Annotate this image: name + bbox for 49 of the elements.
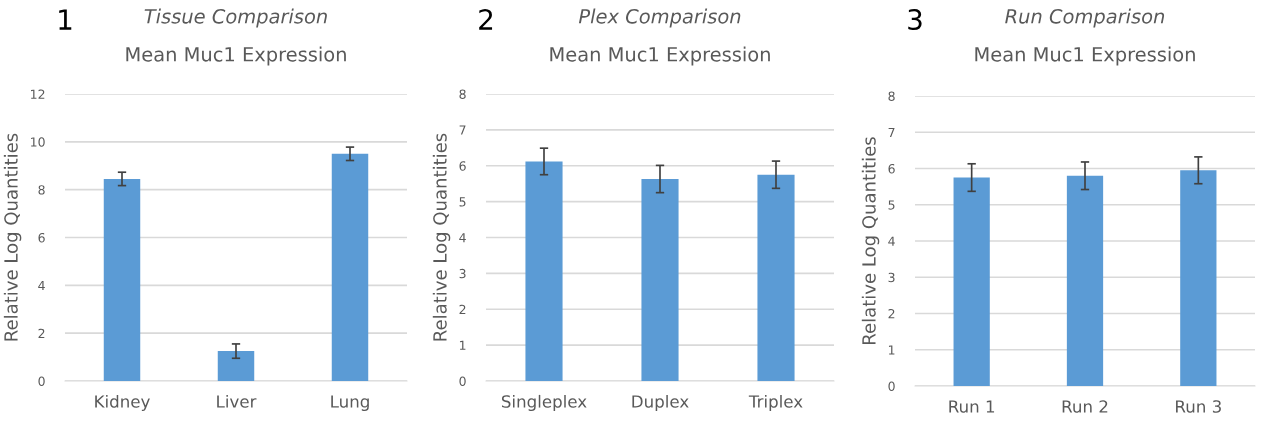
x-tick-label: Run 2 [1062,400,1108,413]
chart-title: Plex Comparison [578,8,741,28]
y-tick-label: 0 [459,376,466,386]
chart-subtitle: Mean Muc1 Expression [975,46,1195,66]
text: 1 [59,9,72,30]
x-tick-label: Run 1 [949,400,995,413]
text: 3 [908,9,922,31]
y-tick-label: 3 [459,268,466,279]
chart-title: Run Comparison [1005,8,1165,28]
y-tick-label: 8 [888,91,895,101]
x-tick-label: Duplex [632,394,689,412]
y-tick-label: 0 [38,376,45,386]
y-tick-label: 7 [888,127,895,137]
y-tick-label: 3 [888,272,895,283]
y-tick-label: 5 [459,197,466,207]
y-tick-label: 6 [888,163,895,174]
y-tick-label: 2 [888,308,895,319]
y-tick-label: 10 [31,137,45,147]
x-tick-label: Liver [217,394,257,408]
y-tick-label: 6 [459,161,466,171]
y-tick-label: 1 [888,345,895,355]
x-tick-label: Triplex [748,394,803,412]
y-tick-label: 6 [38,232,45,243]
chart-subtitle: Mean Muc1 Expression [126,46,346,66]
bar [331,153,369,381]
y-axis-title: Relative Log Quantities [861,137,880,344]
y-tick-label: 1 [459,340,466,350]
y-tick-label: 2 [459,304,466,314]
x-tick-label: Kidney [95,394,150,412]
y-axis-title: Relative Log Quantities [432,133,451,341]
y-tick-label: 12 [31,89,45,99]
bar [217,351,255,381]
y-tick-label: 4 [888,236,895,246]
chart-subtitle: Mean Muc1 Expression [550,46,770,66]
y-tick-label: 8 [459,89,466,99]
y-axis-title: Relative Log Quantities [3,133,22,341]
text: 2 [479,9,493,30]
x-tick-label: Singleplex [501,394,587,412]
chart-title: Tissue Comparison [144,8,327,28]
y-tick-label: 4 [38,280,45,291]
y-tick-label: 0 [888,381,895,391]
y-tick-label: 4 [459,233,466,243]
y-tick-label: 2 [38,328,45,338]
bar [103,178,141,381]
y-tick-label: 8 [38,185,45,195]
y-tick-label: 5 [888,200,895,210]
x-tick-label: Run 3 [1176,400,1221,413]
x-tick-label: Lung [331,395,369,412]
y-tick-label: 7 [459,125,466,135]
